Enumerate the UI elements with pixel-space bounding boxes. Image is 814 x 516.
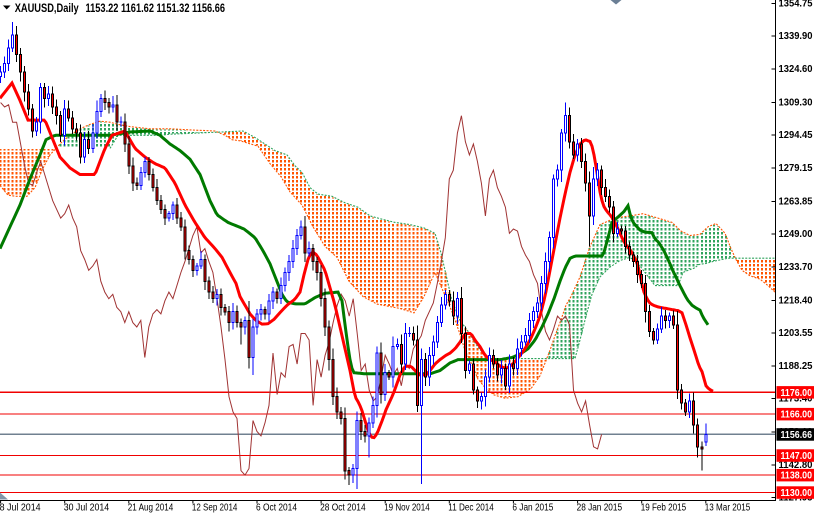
svg-text:1166.00: 1166.00 <box>781 410 813 421</box>
svg-text:11 Dec 2014: 11 Dec 2014 <box>448 503 494 514</box>
svg-text:1324.60: 1324.60 <box>779 64 813 75</box>
svg-text:1176.00: 1176.00 <box>781 388 813 399</box>
svg-text:1279.15: 1279.15 <box>779 163 813 174</box>
svg-text:1188.25: 1188.25 <box>779 361 813 372</box>
svg-text:1249.00: 1249.00 <box>779 229 813 240</box>
svg-text:1156.66: 1156.66 <box>781 430 813 441</box>
svg-text:1173.40: 1173.40 <box>779 394 813 405</box>
svg-text:21 Aug 2014: 21 Aug 2014 <box>128 503 174 514</box>
svg-text:28 Oct 2014: 28 Oct 2014 <box>320 503 366 514</box>
svg-text:1142.80: 1142.80 <box>779 460 813 471</box>
svg-text:19 Nov 2014: 19 Nov 2014 <box>384 503 430 514</box>
svg-text:1309.30: 1309.30 <box>779 98 813 109</box>
svg-text:1218.40: 1218.40 <box>779 296 813 307</box>
svg-text:1354.75: 1354.75 <box>779 0 813 10</box>
svg-text:1138.00: 1138.00 <box>781 471 813 482</box>
svg-text:1233.70: 1233.70 <box>779 262 813 273</box>
svg-text:6 Jan 2015: 6 Jan 2015 <box>512 503 553 514</box>
svg-text:1294.45: 1294.45 <box>779 130 813 141</box>
svg-text:12 Sep 2014: 12 Sep 2014 <box>192 503 238 514</box>
svg-text:1130.00: 1130.00 <box>781 488 813 499</box>
svg-text:1203.55: 1203.55 <box>779 328 813 339</box>
svg-text:6 Oct 2014: 6 Oct 2014 <box>256 503 297 514</box>
svg-text:19 Feb 2015: 19 Feb 2015 <box>641 503 687 514</box>
svg-text:1153.22 1161.62 1151.32 1156.6: 1153.22 1161.62 1151.32 1156.66 <box>86 3 226 15</box>
svg-text:1147.00: 1147.00 <box>781 451 813 462</box>
svg-text:1339.90: 1339.90 <box>779 31 813 42</box>
svg-text:28 Jan 2015: 28 Jan 2015 <box>577 503 623 514</box>
svg-text:13 Mar 2015: 13 Mar 2015 <box>705 503 751 514</box>
svg-text:8 Jul 2014: 8 Jul 2014 <box>0 503 41 514</box>
svg-text:XAUUSD,Daily: XAUUSD,Daily <box>15 3 79 15</box>
svg-text:1263.85: 1263.85 <box>779 197 813 208</box>
svg-text:30 Jul 2014: 30 Jul 2014 <box>64 503 110 514</box>
